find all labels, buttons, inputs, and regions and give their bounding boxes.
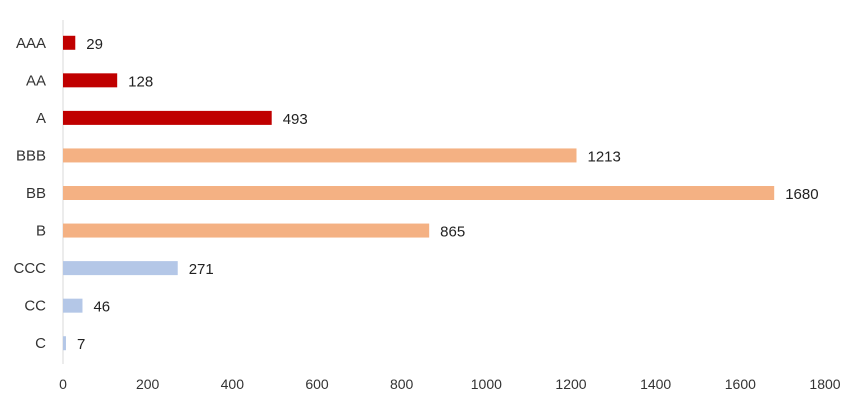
data-label: 493 — [283, 111, 308, 128]
bar-aaa — [63, 35, 76, 50]
bar-cc — [63, 298, 83, 313]
category-label: A — [36, 110, 46, 127]
x-tick-label: 1200 — [555, 376, 586, 392]
category-label: BB — [26, 185, 46, 202]
x-tick-label: 800 — [390, 376, 414, 392]
bar-a — [63, 110, 272, 125]
category-label: CC — [24, 298, 46, 315]
data-label: 7 — [77, 336, 85, 353]
bar-bb — [63, 186, 775, 200]
data-label: 29 — [86, 36, 103, 53]
bar-bbb — [63, 148, 577, 163]
category-label: C — [35, 335, 46, 352]
bar-ccc — [63, 261, 178, 276]
x-tick-label: 1000 — [471, 376, 502, 392]
category-label: CCC — [14, 260, 47, 277]
x-tick-label: 600 — [305, 376, 329, 392]
x-tick-label: 200 — [136, 376, 160, 392]
category-label: AA — [26, 72, 46, 89]
category-label: B — [36, 223, 46, 240]
data-label: 128 — [128, 73, 153, 90]
x-tick-label: 1400 — [640, 376, 671, 392]
category-label: AAA — [16, 35, 46, 52]
bar-c — [63, 336, 66, 351]
x-tick-label: 0 — [59, 376, 67, 392]
x-tick-label: 1800 — [809, 376, 840, 392]
bar-aa — [63, 73, 118, 88]
x-tick-label: 400 — [221, 376, 245, 392]
plot-area: AAA 29 AA 128 A 493 BBB 1213 BB 1680 B 865 CCC 271 CC 4… — [14, 20, 841, 392]
data-label: 1680 — [785, 186, 818, 203]
data-label: 1213 — [588, 148, 621, 165]
category-label: BBB — [16, 147, 46, 164]
data-label: 865 — [440, 224, 465, 241]
x-tick-label: 1600 — [725, 376, 756, 392]
data-label: 46 — [93, 299, 110, 316]
data-label: 271 — [189, 261, 214, 278]
bar-b — [63, 223, 430, 238]
